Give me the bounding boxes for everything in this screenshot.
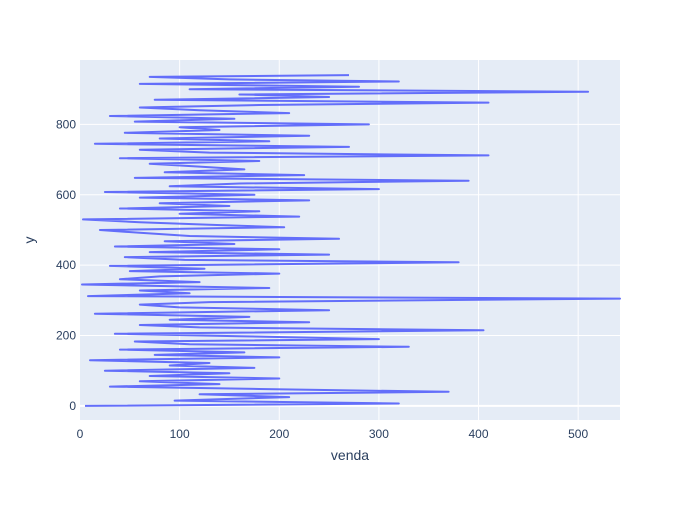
x-tick-label: 400	[469, 427, 489, 441]
y-tick-label: 0	[69, 399, 76, 413]
series-line-0	[81, 74, 621, 407]
y-tick-label: 200	[56, 329, 76, 343]
y-tick-label: 400	[56, 258, 76, 272]
series-layer	[81, 74, 621, 407]
plot-background	[80, 60, 620, 420]
x-tick-label: 100	[170, 427, 190, 441]
x-tick-label: 200	[269, 427, 289, 441]
y-axis-title: y	[21, 237, 37, 244]
x-tick-labels: 0 100 200 300 400 500	[77, 427, 589, 441]
y-tick-label: 600	[56, 188, 76, 202]
y-tick-labels: 0 200 400 600 800	[56, 117, 76, 413]
x-gridlines	[179, 60, 579, 420]
y-tick-label: 800	[56, 117, 76, 131]
x-tick-label: 300	[369, 427, 389, 441]
x-axis-title: venda	[331, 447, 369, 463]
x-tick-label: 500	[568, 427, 588, 441]
x-tick-label: 0	[77, 427, 84, 441]
